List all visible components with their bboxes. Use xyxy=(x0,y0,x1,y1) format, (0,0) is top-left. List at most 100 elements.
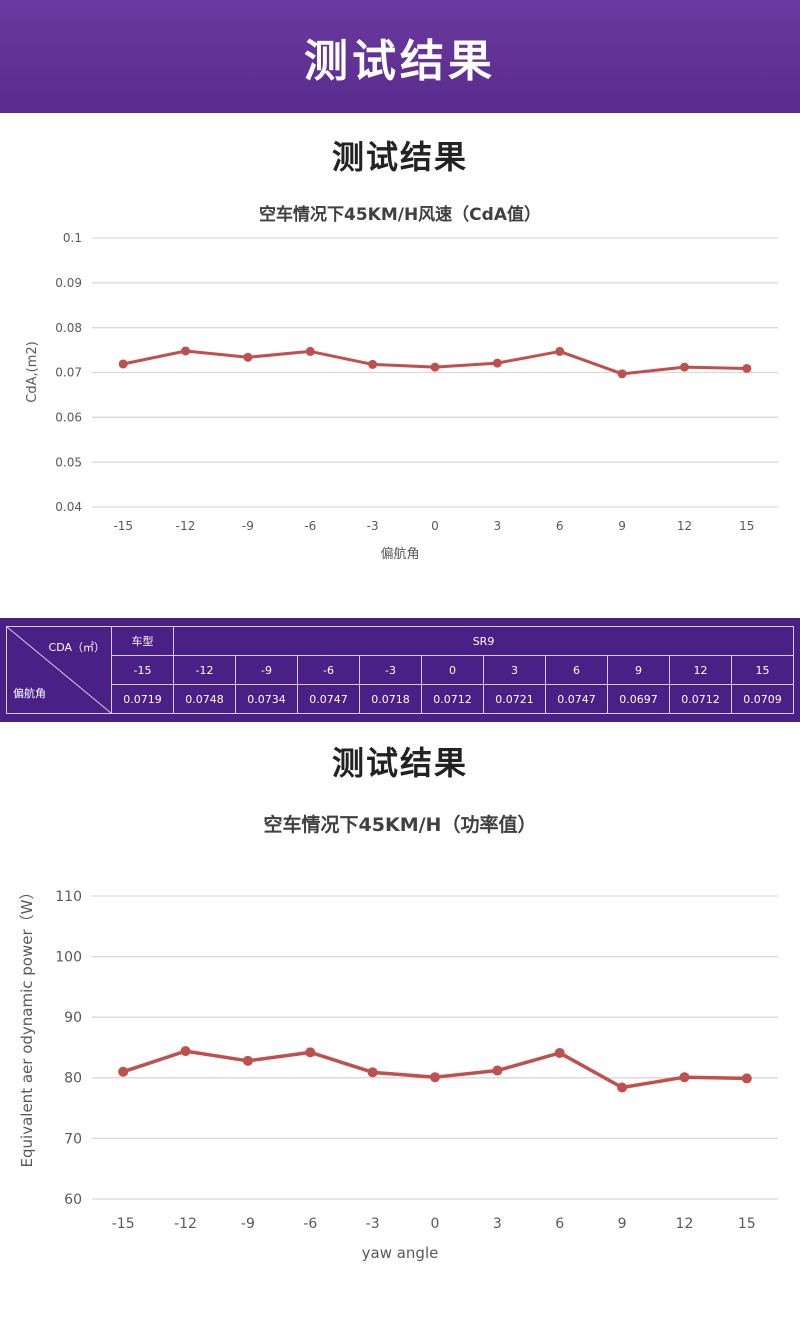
x-tick-label: 9 xyxy=(618,1216,627,1232)
table-angle: -3 xyxy=(359,655,422,685)
x-tick-label: -6 xyxy=(304,519,316,533)
data-point xyxy=(430,1072,440,1083)
table-angle-row: -15 -12 -9 -6 -3 0 3 6 9 12 15 xyxy=(7,655,794,685)
table-value: 0.0718 xyxy=(359,684,422,714)
table-value-row: 0.0719 0.0748 0.0734 0.0747 0.0718 0.071… xyxy=(7,684,794,714)
table-angle: 0 xyxy=(421,655,484,685)
table-value: 0.0712 xyxy=(421,684,484,714)
table-value: 0.0721 xyxy=(483,684,546,714)
table-angle: 15 xyxy=(731,655,794,685)
y-tick-label: 0.05 xyxy=(55,455,82,469)
data-point xyxy=(679,1072,690,1083)
table-corner-bottom: 偏航角 xyxy=(13,687,46,700)
cda-line-chart: 空车情况下45KM/H风速（CdA值） 0.04 0.05 0.06 0.07 0.08 0… xyxy=(25,204,778,562)
x-tick-label: 15 xyxy=(739,519,754,533)
data-point xyxy=(742,363,752,373)
x-tick-label: -3 xyxy=(367,519,379,533)
data-point xyxy=(305,346,315,356)
y-tick-label: 80 xyxy=(64,1071,82,1087)
y-tick-label: 0.04 xyxy=(55,500,82,514)
y-axis-label: Equivalent aer odynamic power（W） xyxy=(18,885,36,1168)
data-point xyxy=(180,1046,191,1057)
y-tick-label: 60 xyxy=(64,1192,82,1208)
y-tick-label: 0.06 xyxy=(55,411,82,425)
data-point xyxy=(118,359,128,369)
y-tick-label: 70 xyxy=(64,1131,82,1147)
data-point xyxy=(492,358,502,368)
x-tick-label: 3 xyxy=(493,1216,502,1232)
x-tick-label: -15 xyxy=(113,519,133,533)
data-point xyxy=(741,1073,752,1084)
y-tick-label: 0.09 xyxy=(55,276,82,290)
x-tick-label: 12 xyxy=(676,1216,694,1232)
data-point xyxy=(492,1065,503,1076)
table-value: 0.0709 xyxy=(731,684,794,714)
section-1-title: 测试结果 xyxy=(331,138,468,176)
data-point xyxy=(118,1066,129,1077)
x-tick-label: 3 xyxy=(494,519,502,533)
x-tick-label: -9 xyxy=(242,519,254,533)
x-tick-label: 6 xyxy=(555,1216,564,1232)
x-tick-label: -12 xyxy=(174,1216,197,1232)
table-model-label: 车型 xyxy=(111,626,174,656)
x-tick-label: 0 xyxy=(431,519,439,533)
table-value: 0.0747 xyxy=(545,684,608,714)
diagonal-divider xyxy=(7,627,111,713)
y-tick-label: 0.1 xyxy=(63,231,82,245)
data-point xyxy=(617,369,627,379)
x-tick-label: -15 xyxy=(112,1216,135,1232)
chart-title: 空车情况下45KM/H（功率值） xyxy=(264,813,537,836)
header-banner: 测试结果 xyxy=(0,0,800,113)
data-point xyxy=(368,359,378,369)
x-tick-label: -12 xyxy=(176,519,196,533)
y-tick-label: 110 xyxy=(55,889,82,905)
table-value: 0.0748 xyxy=(173,684,236,714)
table-value: 0.0712 xyxy=(669,684,732,714)
table-corner-cell: CDA（㎡） 偏航角 xyxy=(6,626,112,714)
data-point xyxy=(555,346,565,356)
table-angle: -15 xyxy=(111,655,174,685)
data-point xyxy=(554,1047,565,1058)
x-tick-label: 6 xyxy=(556,519,564,533)
chart-title: 空车情况下45KM/H风速（CdA值） xyxy=(259,204,541,225)
y-axis-label: CdA,(m2) xyxy=(25,341,40,402)
table-angle: 6 xyxy=(545,655,608,685)
y-tick-label: 100 xyxy=(55,950,82,966)
data-point xyxy=(305,1047,316,1058)
x-tick-label: 9 xyxy=(618,519,626,533)
y-tick-label: 0.07 xyxy=(55,366,82,380)
cda-table: CDA（㎡） 偏航角 车型 SR9 -15 -12 -9 -6 -3 0 3 6… xyxy=(6,626,794,714)
y-tick-label: 90 xyxy=(64,1010,82,1026)
data-point xyxy=(367,1067,378,1078)
table-angle: -12 xyxy=(173,655,236,685)
x-tick-label: 12 xyxy=(677,519,692,533)
x-axis-label: 偏航角 xyxy=(380,546,419,562)
table-value: 0.0747 xyxy=(297,684,360,714)
x-tick-label: -3 xyxy=(366,1216,380,1232)
table-angle: -9 xyxy=(235,655,298,685)
data-point xyxy=(617,1082,628,1093)
table-angle: 12 xyxy=(669,655,732,685)
data-point xyxy=(242,1055,253,1066)
x-tick-label: 0 xyxy=(431,1216,440,1232)
section-2-title: 测试结果 xyxy=(331,744,468,782)
x-tick-label: -9 xyxy=(241,1216,255,1232)
table-corner-top: CDA（㎡） xyxy=(48,641,105,654)
x-tick-label: -6 xyxy=(303,1216,317,1232)
x-axis-label: yaw angle xyxy=(362,1244,439,1262)
table-angle: 9 xyxy=(607,655,670,685)
table-angle: -6 xyxy=(297,655,360,685)
x-tick-label: 15 xyxy=(738,1216,756,1232)
y-tick-label: 0.08 xyxy=(55,321,82,335)
data-point xyxy=(679,362,689,372)
table-value: 0.0697 xyxy=(607,684,670,714)
data-point xyxy=(243,352,253,362)
header-title: 测试结果 xyxy=(304,35,496,87)
table-angle: 3 xyxy=(483,655,546,685)
table-value: 0.0719 xyxy=(111,684,174,714)
table-model-value: SR9 xyxy=(173,626,794,656)
table-value: 0.0734 xyxy=(235,684,298,714)
data-point xyxy=(181,346,191,356)
data-point xyxy=(430,362,440,372)
